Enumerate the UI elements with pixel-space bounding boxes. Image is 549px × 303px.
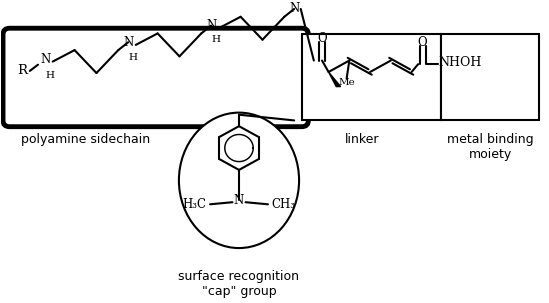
Text: N: N [40,53,50,66]
Text: N: N [123,36,133,49]
Text: O: O [317,32,327,45]
Text: N: N [289,2,299,15]
Text: H: H [211,35,221,44]
Text: surface recognition
"cap" group: surface recognition "cap" group [178,270,300,298]
Text: Me: Me [338,78,355,88]
Text: N: N [234,194,244,207]
Text: polyamine sidechain: polyamine sidechain [21,133,150,146]
Text: metal binding
moiety: metal binding moiety [447,133,534,161]
Polygon shape [328,72,340,87]
FancyBboxPatch shape [302,35,441,120]
Text: CH₃: CH₃ [272,198,296,211]
Text: H: H [128,53,138,62]
Text: NHOH: NHOH [439,55,482,68]
Ellipse shape [179,113,299,248]
Text: O: O [417,36,427,49]
Text: R: R [17,65,27,78]
FancyBboxPatch shape [441,35,540,120]
FancyBboxPatch shape [3,28,309,127]
Text: linker: linker [345,133,379,146]
Text: H₃C: H₃C [182,198,206,211]
Text: H: H [46,71,54,80]
Text: N: N [206,19,216,32]
